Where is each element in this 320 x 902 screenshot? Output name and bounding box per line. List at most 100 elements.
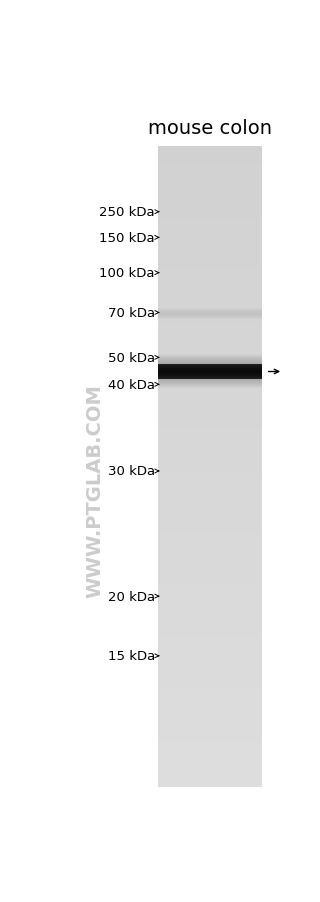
Bar — [158, 307, 262, 308]
Bar — [158, 447, 262, 450]
Bar — [158, 308, 262, 311]
Bar — [158, 326, 262, 328]
Bar — [158, 461, 262, 463]
Bar — [158, 583, 262, 584]
Bar — [158, 756, 262, 758]
Bar — [158, 168, 262, 170]
Bar — [158, 713, 262, 715]
Text: 15 kDa: 15 kDa — [108, 649, 155, 663]
Bar — [158, 163, 262, 166]
Bar — [158, 711, 262, 713]
Bar — [158, 636, 262, 638]
Bar — [158, 410, 262, 411]
Bar — [158, 441, 262, 444]
Bar — [158, 704, 262, 706]
Bar — [158, 288, 262, 290]
Bar — [158, 691, 262, 694]
Bar — [158, 224, 262, 226]
Bar — [158, 463, 262, 465]
Bar — [158, 531, 262, 533]
Bar — [158, 343, 262, 345]
Bar — [158, 363, 262, 364]
Bar — [158, 653, 262, 655]
Bar — [158, 305, 262, 307]
Bar — [158, 291, 262, 294]
Bar — [158, 420, 262, 422]
Bar — [158, 484, 262, 486]
Bar — [158, 183, 262, 185]
Bar — [158, 155, 262, 157]
Bar — [158, 422, 262, 424]
Bar — [158, 522, 262, 525]
Bar — [158, 189, 262, 191]
Bar — [158, 499, 262, 502]
Bar — [158, 454, 262, 456]
Bar — [158, 647, 262, 649]
Bar — [158, 772, 262, 775]
Bar — [158, 502, 262, 503]
Bar — [158, 630, 262, 631]
Bar — [158, 430, 262, 433]
Bar — [158, 149, 262, 151]
Bar — [158, 589, 262, 591]
Bar — [158, 213, 262, 215]
Bar — [158, 567, 262, 569]
Bar — [158, 544, 262, 546]
Bar — [158, 458, 262, 461]
Bar — [158, 191, 262, 193]
Bar — [158, 215, 262, 217]
Text: 50 kDa: 50 kDa — [108, 352, 155, 364]
Text: 150 kDa: 150 kDa — [99, 232, 155, 244]
Bar — [158, 210, 262, 213]
Bar — [158, 360, 262, 363]
Bar — [158, 302, 262, 305]
Bar — [158, 525, 262, 527]
Bar — [158, 698, 262, 700]
Bar — [158, 358, 262, 360]
Bar — [158, 508, 262, 510]
Bar — [158, 566, 262, 567]
Bar — [158, 557, 262, 559]
Bar — [158, 576, 262, 578]
Bar — [158, 285, 262, 288]
Bar — [158, 495, 262, 497]
Bar — [158, 266, 262, 268]
Bar — [158, 157, 262, 160]
Bar — [158, 444, 262, 446]
Bar — [158, 482, 262, 484]
Bar — [158, 328, 262, 330]
Bar — [158, 174, 262, 177]
Bar — [158, 397, 262, 399]
Bar — [158, 364, 262, 366]
Bar — [158, 371, 262, 373]
Bar — [158, 595, 262, 597]
Bar — [158, 377, 262, 380]
Text: 100 kDa: 100 kDa — [99, 267, 155, 280]
Bar — [158, 200, 262, 202]
Bar — [158, 617, 262, 619]
Bar — [158, 687, 262, 689]
Bar — [158, 262, 262, 264]
Bar — [158, 747, 262, 749]
Bar — [158, 606, 262, 608]
Bar — [158, 196, 262, 198]
Bar — [158, 667, 262, 670]
Bar — [158, 775, 262, 777]
Bar — [158, 452, 262, 454]
Text: 70 kDa: 70 kDa — [108, 307, 155, 319]
Bar — [158, 283, 262, 285]
Bar — [158, 469, 262, 471]
Bar — [158, 226, 262, 227]
Bar — [158, 702, 262, 704]
Bar — [158, 403, 262, 405]
Bar — [158, 486, 262, 488]
Bar — [158, 394, 262, 397]
Bar — [158, 290, 262, 291]
Bar — [158, 536, 262, 538]
Bar — [158, 316, 262, 318]
Bar — [158, 251, 262, 253]
Bar — [158, 151, 262, 152]
Bar — [158, 612, 262, 614]
Bar — [158, 336, 262, 339]
Bar — [158, 597, 262, 600]
